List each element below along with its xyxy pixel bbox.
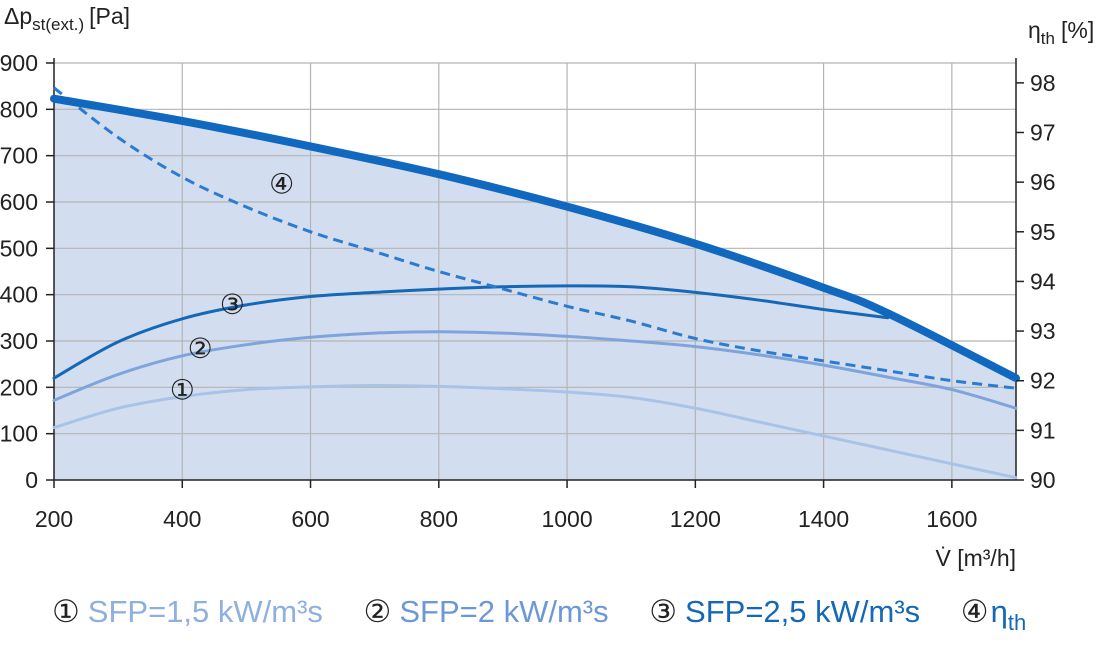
y-axis-title: Δpst(ext.) [Pa] — [4, 3, 130, 34]
y2-tick-label: 94 — [1030, 268, 1056, 294]
x-axis-title: V̇ [m³/h] — [935, 545, 1016, 571]
legend: ① SFP=1,5 kW/m³s ② SFP=2 kW/m³s ③ SFP=2,5 k… — [52, 594, 1026, 635]
x-tick-label: 1200 — [670, 506, 721, 532]
legend-text-3: SFP=2,5 kW/m³s — [685, 594, 921, 629]
x-tick-label: 600 — [291, 506, 329, 532]
legend-text-4: η — [990, 594, 1008, 629]
y2-tick-label: 91 — [1030, 417, 1056, 443]
legend-text-1: SFP=1,5 kW/m³s — [87, 594, 323, 629]
y-tick-label: 500 — [0, 235, 38, 261]
envelope-line — [50, 94, 1020, 383]
legend-item-4: ④ηth — [960, 594, 1026, 635]
y2-tick-label: 92 — [1030, 368, 1056, 394]
y-tick-label: 300 — [0, 328, 38, 354]
series-marker-3: ③ — [220, 288, 245, 321]
x-tick-label: 200 — [35, 506, 73, 532]
legend-marker-4: ④ — [960, 594, 989, 629]
legend-text-2: SFP=2 kW/m³s — [399, 594, 609, 629]
legend-item-3: ③ SFP=2,5 kW/m³s — [649, 594, 920, 630]
y2-tick-label: 97 — [1030, 120, 1056, 146]
x-tick-label: 1600 — [926, 506, 977, 532]
y-tick-label: 0 — [25, 467, 38, 493]
chart: ① ②③ ④ 200 400 600 800 1000 1200 1400 1600 0 100 200… — [0, 3, 1094, 571]
y2-tick-label: 90 — [1030, 467, 1056, 493]
x-tick-label: 800 — [420, 506, 458, 532]
series-marker-4: ④ — [269, 168, 294, 201]
legend-marker-1: ① — [52, 594, 80, 629]
y2-tick-label: 98 — [1030, 70, 1056, 96]
series-line-3 — [52, 284, 890, 380]
x-tick-label: 1000 — [541, 506, 592, 532]
series-marker-1: ① — [170, 374, 195, 407]
y-tick-label: 700 — [0, 143, 38, 169]
legend-item-2: ② SFP=2 kW/m³s — [364, 594, 609, 630]
y-tick-label: 100 — [0, 421, 38, 447]
y-tick-label: 400 — [0, 282, 38, 308]
legend-marker-2: ② — [363, 594, 392, 629]
series-line-4 — [53, 86, 1017, 390]
operating-area — [54, 98, 1016, 480]
series-line-1 — [52, 383, 1018, 480]
x-tick-label: 400 — [163, 506, 201, 532]
series-marker-2: ② — [188, 332, 213, 365]
y2-tick-label: 95 — [1030, 219, 1056, 245]
x-tick-label: 1400 — [798, 506, 849, 532]
y2-tick-label: 96 — [1030, 169, 1056, 195]
series-line-2 — [52, 330, 1018, 410]
y-tick-label: 600 — [0, 189, 38, 215]
legend-item-1: ① SFP=1,5 kW/m³s — [52, 594, 323, 630]
y-tick-label: 200 — [0, 374, 38, 400]
y2-axis-title: ηth [%] — [1028, 17, 1094, 48]
y2-tick-label: 93 — [1030, 318, 1056, 344]
y-tick-label: 900 — [0, 50, 38, 76]
legend-marker-3: ③ — [649, 594, 678, 629]
y-tick-label: 800 — [0, 96, 38, 122]
legend-text-4-sub: th — [1007, 610, 1027, 635]
